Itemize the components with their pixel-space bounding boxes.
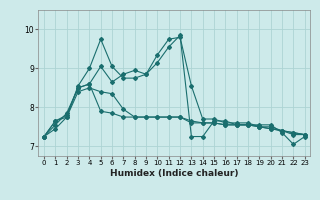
- X-axis label: Humidex (Indice chaleur): Humidex (Indice chaleur): [110, 169, 239, 178]
